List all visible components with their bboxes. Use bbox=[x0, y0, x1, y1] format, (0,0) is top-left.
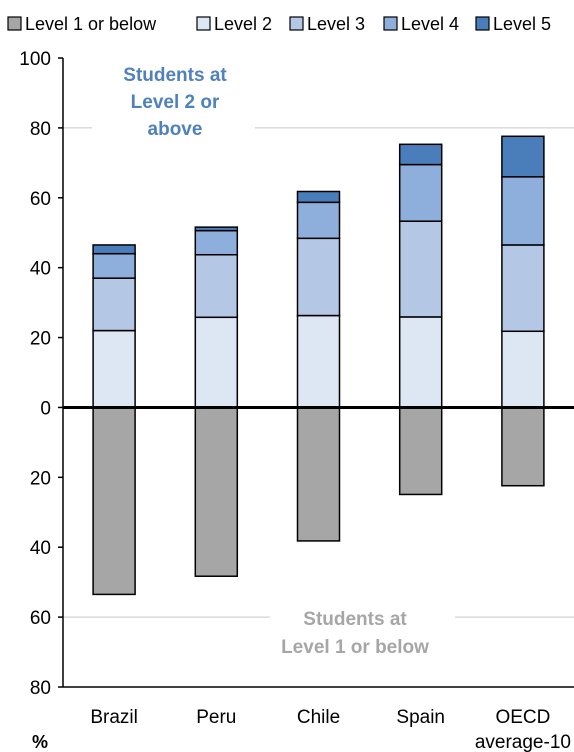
annotation-below-line: Level 1 or below bbox=[281, 637, 429, 658]
y-tick-label: 60 bbox=[30, 608, 51, 629]
bar-segment bbox=[194, 229, 239, 256]
bar-segment bbox=[501, 135, 545, 178]
legend-label: Level 5 bbox=[493, 14, 551, 34]
bar-segment bbox=[92, 329, 136, 409]
bar-segment bbox=[501, 244, 545, 333]
bar-segment bbox=[92, 277, 136, 332]
bar-segment bbox=[296, 190, 341, 204]
bar-stack-2 bbox=[296, 190, 341, 542]
legend-swatch bbox=[7, 16, 22, 31]
bar-segment bbox=[398, 163, 443, 222]
bar-segment bbox=[296, 406, 341, 542]
y-tick-label: 40 bbox=[30, 538, 51, 559]
y-tick-label: 100 bbox=[19, 49, 51, 70]
annotation-above-line: Level 2 or bbox=[131, 92, 220, 113]
plot-area bbox=[63, 127, 574, 618]
bar-segment bbox=[398, 220, 443, 318]
bar-segment bbox=[501, 176, 545, 246]
x-tick-label: OECD bbox=[495, 707, 550, 728]
legend-swatch bbox=[289, 16, 304, 31]
y-tick-label: 20 bbox=[30, 468, 51, 489]
y-tick-label: 40 bbox=[30, 259, 51, 280]
x-tick-label: average-10 bbox=[475, 732, 571, 752]
bar-segment bbox=[398, 143, 443, 166]
bar-stack-3 bbox=[398, 143, 443, 496]
bar-segment bbox=[194, 406, 239, 577]
bar-segment bbox=[92, 252, 136, 279]
legend-label: Level 1 or below bbox=[25, 14, 157, 34]
x-tick-label: Chile bbox=[297, 707, 340, 728]
x-tick-label: Brazil bbox=[90, 707, 138, 728]
x-tick-label: Peru bbox=[196, 707, 236, 728]
y-tick-label: 20 bbox=[30, 329, 51, 350]
bar-segment bbox=[194, 226, 239, 232]
bar-stack-0 bbox=[92, 244, 136, 596]
legend-swatch bbox=[475, 16, 490, 31]
y-axis-label: % bbox=[32, 732, 48, 752]
annotation-above-line: Students at bbox=[123, 65, 227, 86]
bar-segment bbox=[398, 316, 443, 409]
legend-label: Level 2 bbox=[214, 14, 272, 34]
annotation-above-line: above bbox=[148, 119, 203, 140]
annotation-below-line: Students at bbox=[303, 609, 407, 630]
legend-swatch bbox=[196, 16, 211, 31]
y-tick-label: 60 bbox=[30, 189, 51, 210]
bar-segment bbox=[398, 406, 443, 496]
bar-segment bbox=[194, 316, 239, 409]
legend-label: Level 4 bbox=[401, 14, 459, 34]
legend-swatch bbox=[383, 16, 398, 31]
bar-segment bbox=[501, 406, 545, 487]
y-tick-label: 0 bbox=[40, 398, 51, 419]
legend: Level 1 or below Level 2 Level 3 Level 4 Lev… bbox=[7, 14, 551, 34]
bar-stack-1 bbox=[194, 226, 239, 577]
legend-label: Level 3 bbox=[307, 14, 365, 34]
bar-segment bbox=[296, 237, 341, 317]
bar-segment bbox=[296, 201, 341, 240]
x-tick-label: Spain bbox=[396, 707, 445, 728]
bar-segment bbox=[296, 314, 341, 409]
bar-segment bbox=[194, 253, 239, 319]
bar-segment bbox=[501, 330, 545, 409]
y-tick-label: 80 bbox=[30, 678, 51, 699]
bar-segment bbox=[92, 244, 136, 255]
bar-stack-4 bbox=[501, 135, 545, 487]
bar-segment bbox=[92, 406, 136, 596]
y-tick-label: 80 bbox=[30, 119, 51, 140]
